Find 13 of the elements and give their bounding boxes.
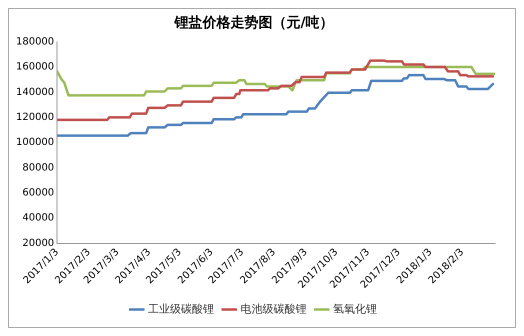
chart-title: 锂盐价格走势图（元/吨） bbox=[173, 15, 334, 32]
legend-label: 电池级碳酸锂 bbox=[240, 302, 306, 316]
legend-label: 氢氧化锂 bbox=[332, 302, 377, 316]
y-tick-label: 180000 bbox=[16, 36, 54, 48]
y-tick-label: 60000 bbox=[22, 187, 54, 198]
legend-label: 工业级碳酸锂 bbox=[148, 302, 214, 316]
y-tick-label: 80000 bbox=[22, 162, 54, 174]
y-tick-label: 20000 bbox=[22, 238, 54, 249]
y-tick-label: 40000 bbox=[22, 212, 54, 224]
y-tick-label: 120000 bbox=[16, 112, 54, 123]
y-tick-label: 100000 bbox=[16, 137, 54, 148]
y-tick-label: 160000 bbox=[16, 62, 54, 73]
y-tick-label: 140000 bbox=[16, 86, 54, 98]
